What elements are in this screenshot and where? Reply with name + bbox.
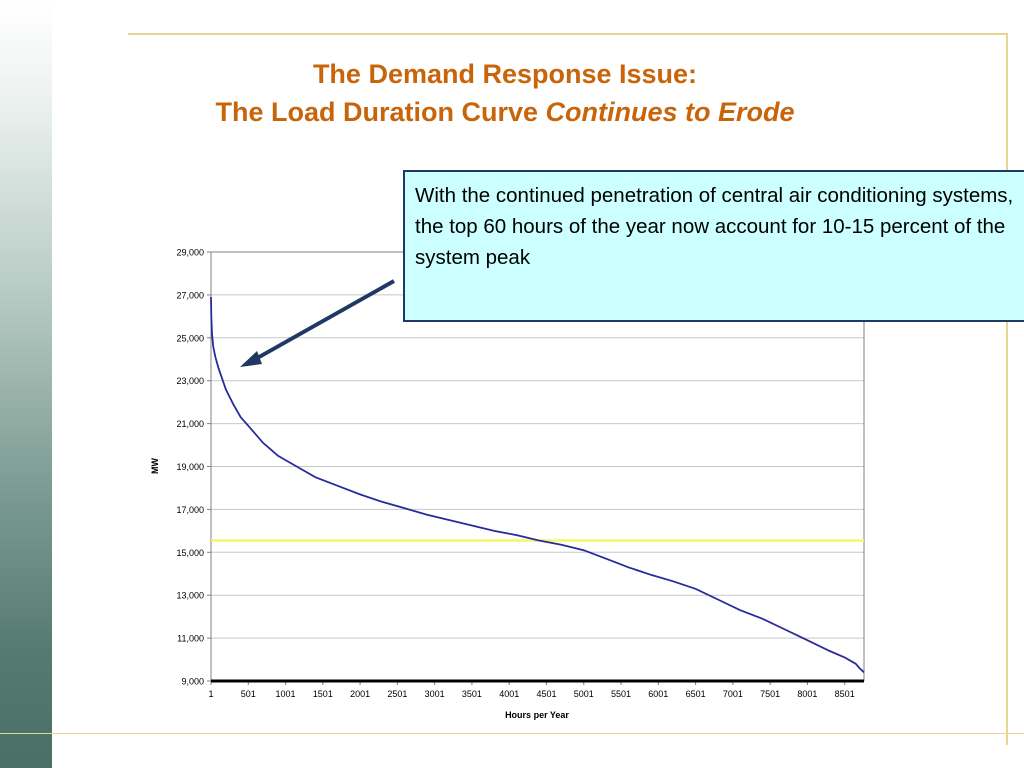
y-tick-label: 19,000: [176, 462, 204, 472]
callout-box: With the continued penetration of centra…: [403, 170, 1024, 322]
x-tick-label: 5001: [574, 689, 594, 699]
title-italic-part: Continues to Erode: [545, 97, 795, 127]
x-tick-label: 1: [208, 689, 213, 699]
x-tick-label: 4501: [536, 689, 556, 699]
y-tick-label: 13,000: [176, 591, 204, 601]
load-duration-series: [210, 296, 865, 674]
x-tick-label: 1501: [313, 689, 333, 699]
x-tick-label: 3501: [462, 689, 482, 699]
right-rule: [1006, 33, 1008, 745]
callout-arrow-head: [240, 351, 262, 367]
x-tick-label: 6501: [686, 689, 706, 699]
sidebar-gradient: [0, 0, 52, 768]
callout-arrow-shaft: [251, 279, 395, 363]
x-tick-label: 8001: [797, 689, 817, 699]
y-tick-label: 29,000: [176, 248, 204, 258]
y-tick-label: 21,000: [176, 419, 204, 429]
x-tick-label: 6001: [648, 689, 668, 699]
slide-title-line2: The Load Duration Curve Continues to Ero…: [0, 97, 1010, 128]
slide-title-line1: The Demand Response Issue:: [312, 59, 698, 89]
x-tick-label: 4001: [499, 689, 519, 699]
x-tick-label: 8501: [835, 689, 855, 699]
x-axis-label: Hours per Year: [505, 710, 569, 720]
y-tick-label: 27,000: [176, 290, 204, 300]
x-tick-label: 7501: [760, 689, 780, 699]
x-tick-label: 3001: [425, 689, 445, 699]
x-tick-labels: 1 501 1001 1501 2001 2501 3001 3501 4001 4501 5001…: [208, 681, 855, 699]
x-tick-label: 1001: [276, 689, 296, 699]
y-tick-label: 17,000: [176, 505, 204, 515]
bottom-rule: [0, 733, 1024, 734]
x-tick-label: 5501: [611, 689, 631, 699]
y-tick-label: 15,000: [176, 548, 204, 558]
x-tick-label: 501: [241, 689, 256, 699]
y-tick-label: 9,000: [181, 677, 204, 687]
x-tick-label: 7001: [723, 689, 743, 699]
y-tick-label: 25,000: [176, 333, 204, 343]
x-tick-label: 2001: [350, 689, 370, 699]
title-plain-part: The Load Duration Curve: [215, 97, 538, 127]
x-tick-label: 2501: [387, 689, 407, 699]
y-axis-label: MW: [150, 458, 160, 474]
y-tick-labels: 29,000 27,000 25,000 23,000 21,000 19,000 17,0…: [176, 248, 211, 687]
y-tick-label: 23,000: [176, 376, 204, 386]
top-rule: [128, 33, 1008, 35]
y-tick-label: 11,000: [177, 634, 204, 644]
